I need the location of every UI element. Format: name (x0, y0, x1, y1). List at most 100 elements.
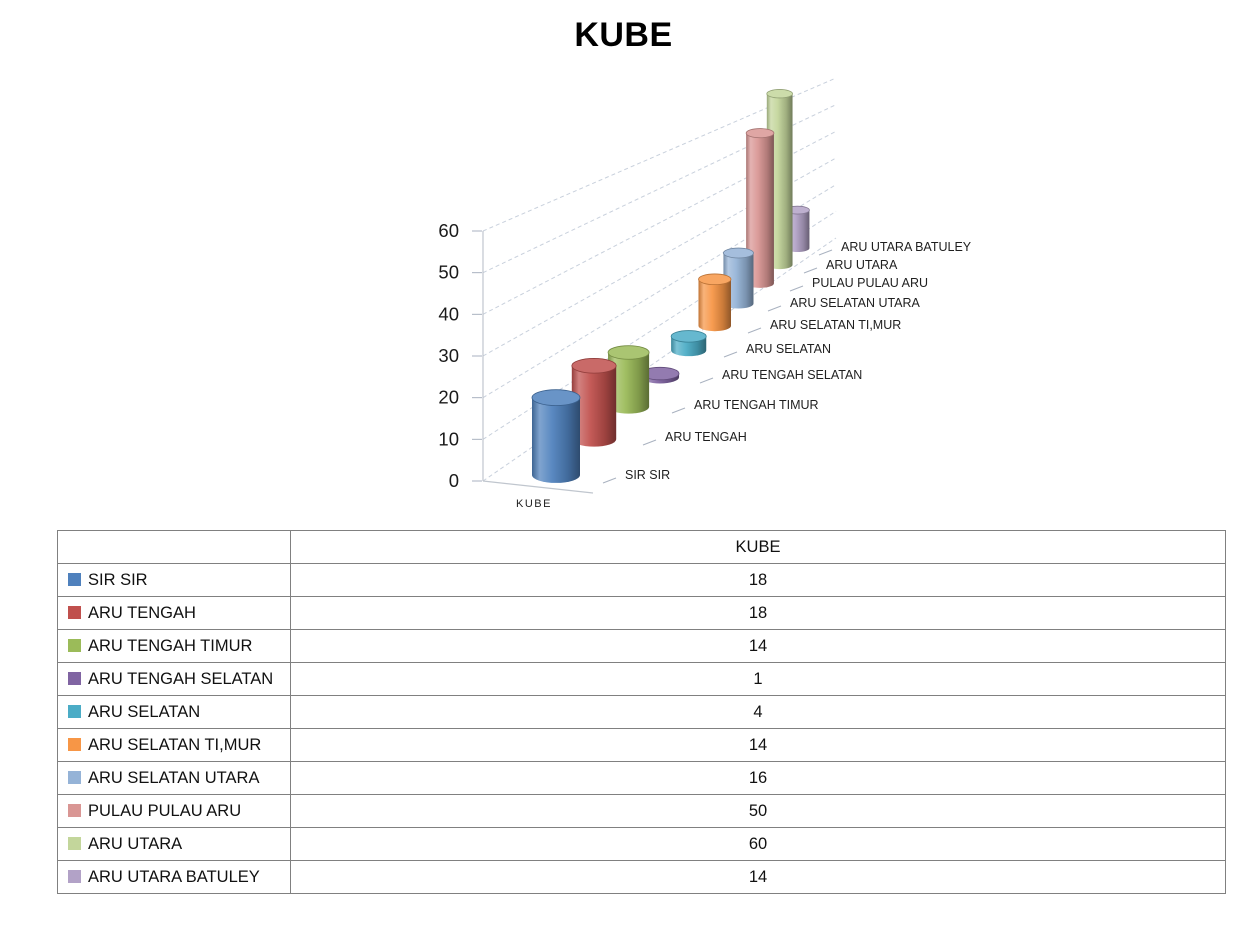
value-cell: 14 (290, 629, 1226, 663)
legend-label: ARU TENGAH TIMUR (88, 636, 253, 655)
table-row: ARU TENGAH TIMUR 14 (57, 629, 1226, 663)
legend-label-cell: ARU SELATAN TI,MUR (57, 728, 291, 762)
category-axis-tick (671, 407, 686, 414)
value-axis-label: 40 (438, 303, 459, 324)
table-header-row: KUBE (57, 530, 1226, 564)
table-row: SIR SIR 18 (57, 563, 1226, 597)
category-label: ARU UTARA (826, 258, 898, 272)
table-row: ARU UTARA BATULEY 14 (57, 860, 1226, 894)
legend-label-cell: SIR SIR (57, 563, 291, 597)
value-axis-label: 0 (449, 470, 459, 491)
value-axis-label: 10 (438, 428, 459, 449)
cylinder-body (532, 389, 580, 483)
category-axis-tick (642, 439, 657, 446)
legend-label: ARU SELATAN UTARA (88, 768, 260, 787)
table-row: ARU TENGAH SELATAN 1 (57, 662, 1226, 696)
cylinder-bar (670, 330, 707, 357)
category-axis-tick (747, 327, 762, 334)
legend-label: ARU TENGAH (88, 603, 196, 622)
cylinder-body (698, 273, 731, 332)
category-label: PULAU PULAU ARU (812, 276, 928, 290)
value-cell: 18 (290, 563, 1226, 597)
table-row: PULAU PULAU ARU 50 (57, 794, 1226, 828)
value-cell: 16 (290, 761, 1226, 795)
value-axis-label: 50 (438, 262, 459, 283)
cylinder-body (746, 128, 774, 288)
floor-front-edge (482, 480, 594, 494)
value-axis-label: 60 (438, 220, 459, 241)
chart-title: KUBE (574, 16, 673, 54)
cylinder-top (531, 389, 581, 406)
legend-label-cell: ARU SELATAN UTARA (57, 761, 291, 795)
legend-label: SIR SIR (88, 570, 148, 589)
category-axis-tick (789, 285, 804, 292)
legend-label-cell: ARU TENGAH TIMUR (57, 629, 291, 663)
legend-label: ARU UTARA BATULEY (88, 867, 260, 886)
legend-label-cell: ARU TENGAH (57, 596, 291, 630)
series-axis-label: KUBE (516, 498, 552, 510)
cylinder-bar (745, 128, 775, 288)
table-row: ARU UTARA 60 (57, 827, 1226, 861)
table-row: ARU SELATAN 4 (57, 695, 1226, 729)
category-label: ARU TENGAH SELATAN (722, 368, 862, 382)
cylinder-bars (531, 89, 810, 483)
gridline (482, 77, 837, 232)
value-axis-label: 30 (438, 345, 459, 366)
legend-label-cell: ARU SELATAN (57, 695, 291, 729)
value-cell: 1 (290, 662, 1226, 696)
category-axis-tick (723, 351, 738, 358)
cylinder-top (723, 247, 754, 259)
cylinder-top (745, 128, 775, 139)
legend-swatch (68, 704, 81, 718)
category-label: ARU SELATAN (746, 342, 831, 356)
value-cell: 50 (290, 794, 1226, 828)
legend-swatch (68, 869, 81, 883)
table-row: ARU TENGAH 18 (57, 596, 1226, 630)
category-label: ARU UTARA BATULEY (841, 240, 972, 254)
table-header-cell: KUBE (290, 530, 1226, 564)
cylinder-bar (531, 389, 581, 483)
category-axis-tick (602, 477, 617, 484)
value-cell: 60 (290, 827, 1226, 861)
cylinder-top (670, 330, 707, 343)
legend-swatch (68, 737, 81, 751)
category-label: ARU SELATAN TI,MUR (770, 318, 901, 332)
table-row: ARU SELATAN TI,MUR 14 (57, 728, 1226, 762)
category-label: ARU TENGAH (665, 430, 747, 444)
cylinder-bar (607, 345, 650, 414)
value-cell: 14 (290, 728, 1226, 762)
cylinder-top (766, 89, 793, 99)
legend-label-cell: PULAU PULAU ARU (57, 794, 291, 828)
category-labels: SIR SIR ARU TENGAH ARU TENGAH TIMUR ARU TEN… (625, 240, 972, 482)
legend-swatch (68, 803, 81, 817)
cylinder-bar (571, 358, 617, 447)
cylinder-body (571, 358, 617, 447)
legend-label-cell: ARU TENGAH SELATAN (57, 662, 291, 696)
value-cell: 4 (290, 695, 1226, 729)
cylinder-top (571, 358, 617, 374)
axes: 0 10 20 30 40 50 60 (438, 220, 833, 494)
legend-swatch (68, 638, 81, 652)
cylinder-body (608, 345, 650, 414)
legend-swatch (68, 605, 81, 619)
cylinder-top (698, 273, 732, 286)
cylinder-bar (640, 366, 680, 384)
table-row: ARU SELATAN UTARA 16 (57, 761, 1226, 795)
cylinder-bar (698, 273, 732, 332)
legend-label-cell: ARU UTARA (57, 827, 291, 861)
category-label: SIR SIR (625, 468, 670, 482)
category-axis-tick (818, 249, 833, 256)
legend-swatch (68, 671, 81, 685)
category-label: ARU TENGAH TIMUR (694, 398, 819, 412)
category-axis-tick (803, 267, 818, 274)
legend-label: ARU SELATAN TI,MUR (88, 735, 262, 754)
cylinder-3d-chart: 0 10 20 30 40 50 60 SIR SIR ARU TENGAH ARU TENGAH… (438, 77, 972, 510)
value-cell: 18 (290, 596, 1226, 630)
category-axis-tick (767, 305, 782, 312)
legend-swatch (68, 572, 81, 586)
legend-label: ARU SELATAN (88, 702, 201, 721)
legend-label-cell: ARU UTARA BATULEY (57, 860, 291, 894)
legend-swatch (68, 836, 81, 850)
cylinder-top (607, 345, 650, 360)
